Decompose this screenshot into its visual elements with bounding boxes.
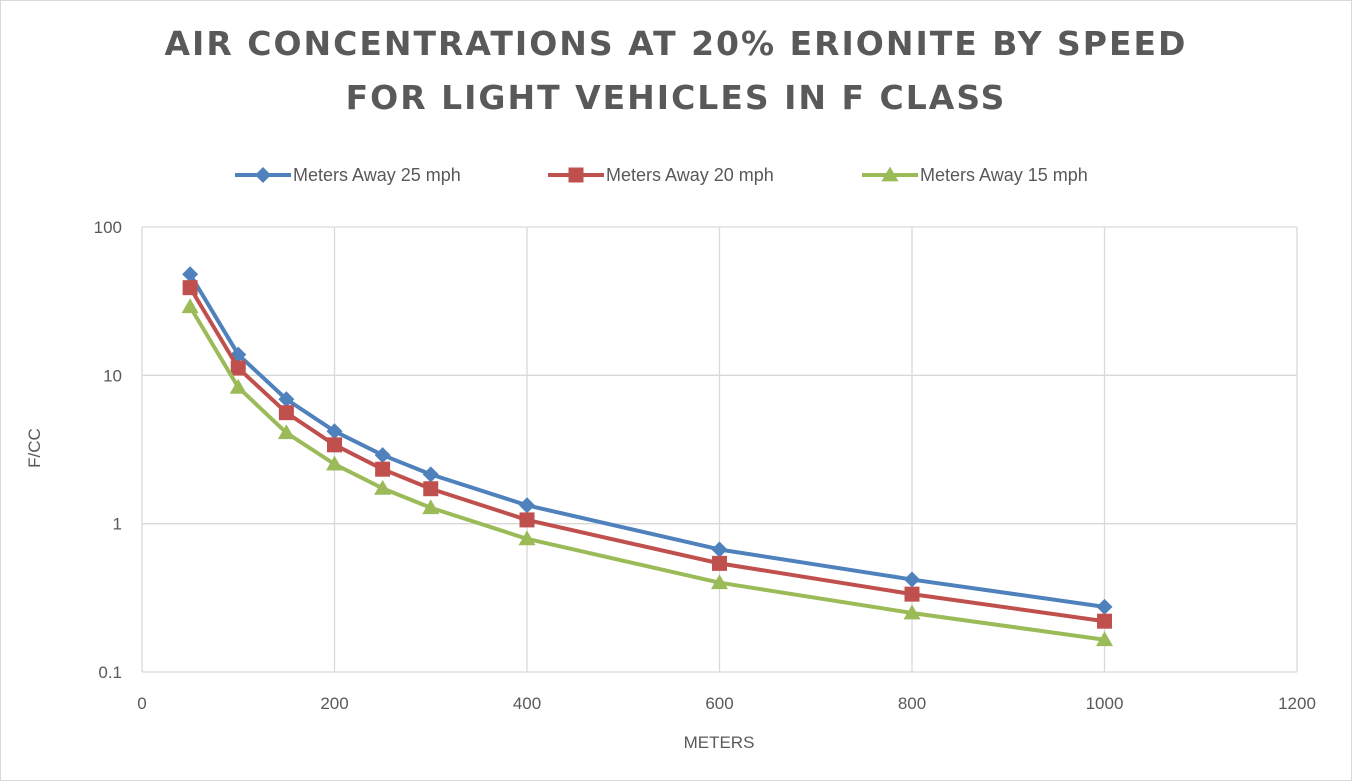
data-point-marker [903, 604, 921, 620]
data-point-marker [422, 499, 440, 515]
data-point-marker [1096, 631, 1113, 647]
data-point-marker [326, 455, 343, 471]
data-point-marker [711, 541, 728, 558]
x-tick-label: 1200 [1278, 694, 1316, 713]
x-tick-label: 1000 [1086, 694, 1124, 713]
legend-label: Meters Away 25 mph [293, 165, 461, 185]
data-point-marker [423, 481, 439, 497]
data-point-marker [1096, 598, 1113, 615]
grid-layer [141, 226, 1298, 673]
y-tick-label: 10 [103, 366, 122, 385]
data-point-marker [182, 280, 198, 296]
x-axis-title: METERS [684, 733, 755, 752]
data-point-marker [229, 378, 247, 394]
series-line [188, 305, 1105, 642]
legend-entry-1: Meters Away 25 mph [235, 165, 461, 185]
legend-entry-3: Meters Away 15 mph [862, 165, 1088, 185]
data-point-marker [374, 479, 392, 495]
y-tick-label: 100 [94, 218, 122, 237]
x-tick-label: 600 [705, 694, 733, 713]
data-point-marker [519, 512, 535, 528]
x-tick-label: 400 [513, 694, 541, 713]
data-point-marker [422, 466, 439, 483]
data-point-marker [278, 391, 295, 408]
data-point-marker [518, 530, 536, 546]
data-point-marker [278, 405, 294, 421]
series-line [188, 286, 1105, 624]
data-point-marker [374, 447, 391, 464]
data-point-marker [277, 424, 295, 440]
data-point-marker [327, 437, 342, 453]
data-point-marker [326, 423, 343, 440]
legend-label: Meters Away 20 mph [606, 165, 774, 185]
legend-marker [568, 167, 584, 183]
data-point-marker [375, 461, 391, 477]
data-point-marker [1097, 613, 1112, 629]
legend-entry-2: Meters Away 20 mph [548, 165, 774, 185]
data-point-marker [519, 497, 535, 514]
series-3 [181, 298, 1113, 647]
legend-label: Meters Away 15 mph [920, 165, 1088, 185]
series-line [188, 273, 1105, 609]
legend: Meters Away 25 mph Meters Away 20 mph Mete… [235, 165, 1088, 185]
data-point-marker [182, 266, 199, 283]
data-point-marker [230, 360, 246, 376]
data-point-marker [904, 571, 920, 588]
x-tick-label: 0 [137, 694, 146, 713]
series-2 [182, 280, 1112, 629]
y-tick-label: 0.1 [98, 663, 122, 682]
axis-layer: 0 200 400 600 800 1000 1200 0.1 1 10 100 [94, 218, 1316, 713]
y-tick-label: 1 [113, 515, 122, 534]
chart-title-line-1: AIR CONCENTRATIONS AT 20% ERIONITE BY SP… [164, 24, 1188, 63]
data-point-marker [904, 586, 920, 602]
series-1 [182, 266, 1113, 615]
legend-marker [255, 167, 271, 183]
data-point-marker [712, 555, 727, 571]
data-point-marker [711, 574, 728, 590]
series-layer [181, 266, 1113, 647]
y-axis-title: F/CC [25, 428, 44, 468]
data-point-marker [181, 298, 199, 314]
x-tick-label: 800 [898, 694, 926, 713]
x-tick-label: 200 [320, 694, 348, 713]
chart-title-line-2: FOR LIGHT VEHICLES IN F CLASS [345, 78, 1007, 117]
legend-marker [881, 166, 899, 182]
